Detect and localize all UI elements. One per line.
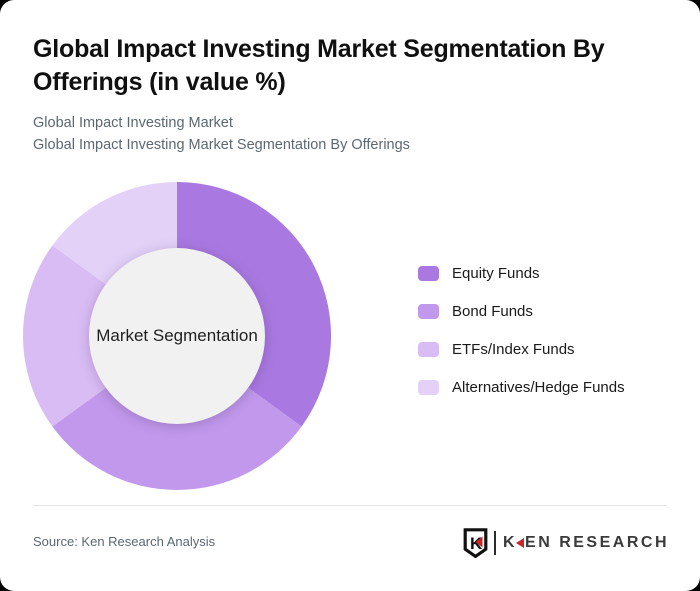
page-title: Global Impact Investing Market Segmentat… — [33, 35, 605, 96]
logo-wordmark-rest: EN RESEARCH — [525, 534, 669, 551]
wordmark-red-triangle-icon — [516, 538, 525, 548]
subtitle-line-2: Global Impact Investing Market Segmentat… — [33, 136, 410, 153]
legend-swatch-bond-funds — [418, 304, 439, 319]
donut-chart — [22, 181, 332, 491]
legend-item-equity-funds: Equity Funds — [418, 265, 625, 282]
logo-wordmark-k: K — [502, 534, 518, 551]
shield-red-triangle-icon — [475, 536, 483, 548]
legend-label: ETFs/Index Funds — [452, 341, 575, 358]
chart-legend: Equity Funds Bond Funds ETFs/Index Funds… — [418, 265, 625, 418]
donut-svg — [22, 182, 332, 491]
legend-label: Alternatives/Hedge Funds — [452, 379, 625, 396]
legend-item-alternatives-hedge-funds: Alternatives/Hedge Funds — [418, 379, 625, 396]
legend-label: Bond Funds — [452, 303, 533, 320]
legend-label: Equity Funds — [452, 265, 540, 282]
subtitle-line-1: Global Impact Investing Market — [33, 115, 233, 131]
legend-swatch-alternatives-hedge-funds — [418, 380, 439, 395]
donut-center-label: Market Segmentation — [96, 326, 258, 345]
source-attribution: Source: Ken Research Analysis — [33, 534, 216, 549]
donut-center-circle — [89, 248, 265, 424]
logo-separator — [493, 531, 496, 555]
legend-swatch-equity-funds — [418, 266, 439, 281]
ken-research-logo: K K EN RESEARCH — [463, 527, 669, 559]
footer-divider — [33, 505, 667, 506]
ken-research-shield-icon: K — [463, 528, 488, 558]
legend-swatch-etfs-index-funds — [418, 342, 439, 357]
logo-wordmark: K EN RESEARCH — [503, 534, 669, 552]
legend-item-etfs-index-funds: ETFs/Index Funds — [418, 341, 625, 358]
legend-item-bond-funds: Bond Funds — [418, 303, 625, 320]
chart-subtitle: Global Impact Investing Market Global Im… — [33, 113, 410, 156]
